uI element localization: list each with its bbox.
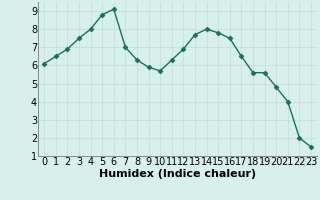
X-axis label: Humidex (Indice chaleur): Humidex (Indice chaleur)	[99, 169, 256, 179]
